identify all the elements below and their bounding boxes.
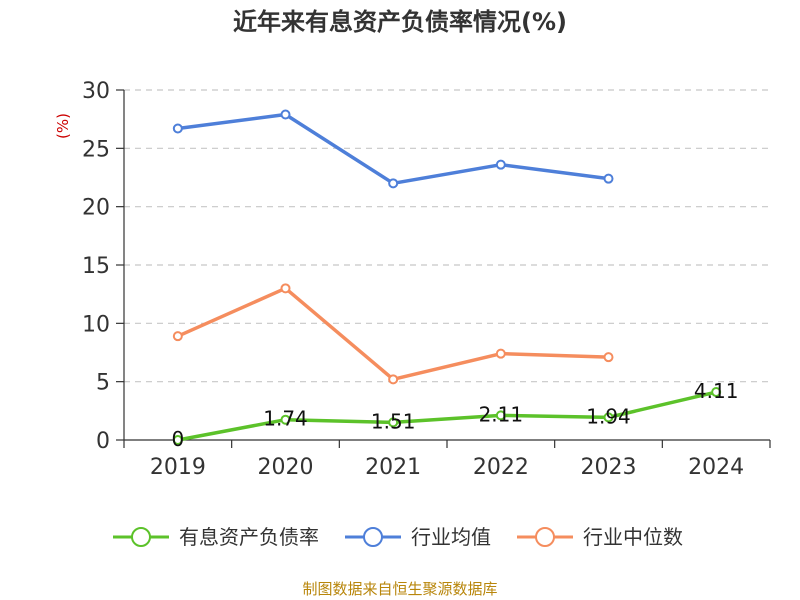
gridlines xyxy=(124,89,770,383)
legend-marker-icon xyxy=(363,527,383,547)
data-label: 2.11 xyxy=(479,402,524,426)
data-label: 1.51 xyxy=(371,409,416,433)
data-label: 1.94 xyxy=(586,404,631,428)
legend-item[interactable]: 行业中位数 xyxy=(517,525,683,549)
data-point xyxy=(172,331,183,342)
data-point xyxy=(495,410,506,421)
legend-label: 有息资产负债率 xyxy=(179,525,319,549)
legend-item[interactable]: 行业均值 xyxy=(345,525,491,549)
data-point xyxy=(172,123,183,134)
data-point xyxy=(280,283,291,294)
x-tick-label: 2020 xyxy=(258,455,314,480)
data-point xyxy=(280,109,291,120)
data-point xyxy=(495,159,506,170)
data-label: 0 xyxy=(171,427,184,451)
x-tick-label: 2021 xyxy=(365,455,421,480)
legend[interactable]: 有息资产负债率 行业均值 行业中位数 xyxy=(113,525,683,549)
series-line xyxy=(177,286,609,382)
x-tick-label: 2022 xyxy=(473,455,529,480)
data-labels: 0 1.74 1.51 2.11 1.94 4.11 xyxy=(171,379,738,451)
data-point xyxy=(603,352,614,363)
x-tick-label: 2019 xyxy=(150,455,206,480)
x-tick-label: 2024 xyxy=(688,455,744,480)
data-point xyxy=(603,412,614,423)
y-tick-label: 25 xyxy=(82,137,110,162)
data-point xyxy=(172,435,183,445)
y-tick-label: 30 xyxy=(82,79,110,104)
y-tick-label: 5 xyxy=(96,371,110,396)
data-point xyxy=(388,178,399,189)
data-point xyxy=(495,348,506,359)
y-tick-label: 15 xyxy=(82,254,110,279)
y-tick-label: 20 xyxy=(82,196,110,221)
series-line xyxy=(177,390,717,442)
axes: 0 5 10 15 20 25 30 2019 2020 2021 2022 2023 2024 xyxy=(82,79,771,480)
data-point xyxy=(280,414,291,425)
x-tick-label: 2023 xyxy=(581,455,637,480)
legend-item[interactable]: 有息资产负债率 xyxy=(113,525,319,549)
y-tick-label: 10 xyxy=(82,312,110,337)
data-label: 4.11 xyxy=(694,379,739,403)
legend-marker-icon xyxy=(131,527,151,547)
series-lines xyxy=(172,109,722,445)
data-point xyxy=(603,173,614,184)
legend-marker-icon xyxy=(535,527,555,547)
y-tick-label: 0 xyxy=(96,429,110,454)
legend-label: 行业均值 xyxy=(411,525,491,549)
legend-label: 行业中位数 xyxy=(583,525,683,549)
y-axis-unit: (%) xyxy=(54,113,72,139)
data-source-note: 制图数据来自恒生聚源数据库 xyxy=(302,580,498,598)
data-label: 1.74 xyxy=(263,407,308,431)
data-point xyxy=(388,374,399,385)
data-point xyxy=(711,387,722,398)
data-point xyxy=(388,417,399,428)
chart-title: 近年来有息资产负债率情况(%) xyxy=(233,8,567,36)
